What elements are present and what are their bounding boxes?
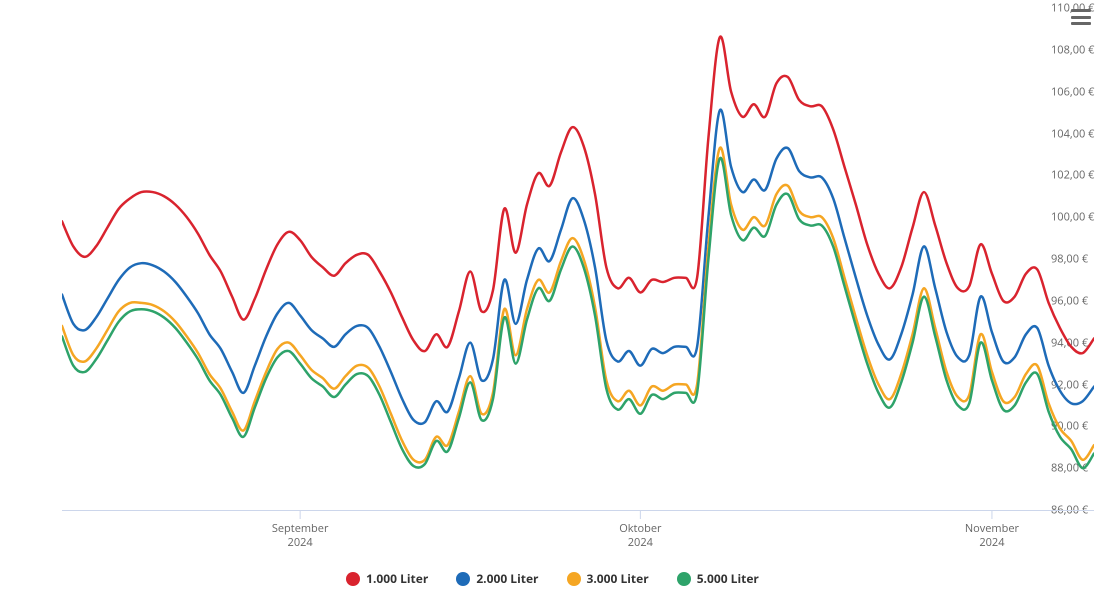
price-chart: 86,00 €88,00 €90,00 €92,00 €94,00 €96,00…	[0, 0, 1105, 602]
legend-label: 5.000 Liter	[697, 570, 759, 587]
legend-item[interactable]: 1.000 Liter	[346, 570, 428, 587]
x-tick-label: September2024	[272, 522, 329, 551]
legend-swatch-icon	[677, 572, 691, 586]
plot-area	[62, 8, 1094, 510]
x-tick-label: Oktober2024	[619, 522, 661, 551]
legend-label: 1.000 Liter	[366, 570, 428, 587]
legend-swatch-icon	[346, 572, 360, 586]
legend-label: 3.000 Liter	[587, 570, 649, 587]
legend-swatch-icon	[567, 572, 581, 586]
chart-svg	[62, 8, 1094, 522]
legend-item[interactable]: 5.000 Liter	[677, 570, 759, 587]
legend-item[interactable]: 2.000 Liter	[456, 570, 538, 587]
legend-item[interactable]: 3.000 Liter	[567, 570, 649, 587]
legend-label: 2.000 Liter	[476, 570, 538, 587]
x-tick-label: November2024	[965, 522, 1019, 551]
legend-swatch-icon	[456, 572, 470, 586]
legend: 1.000 Liter 2.000 Liter 3.000 Liter 5.000 L…	[0, 570, 1105, 587]
